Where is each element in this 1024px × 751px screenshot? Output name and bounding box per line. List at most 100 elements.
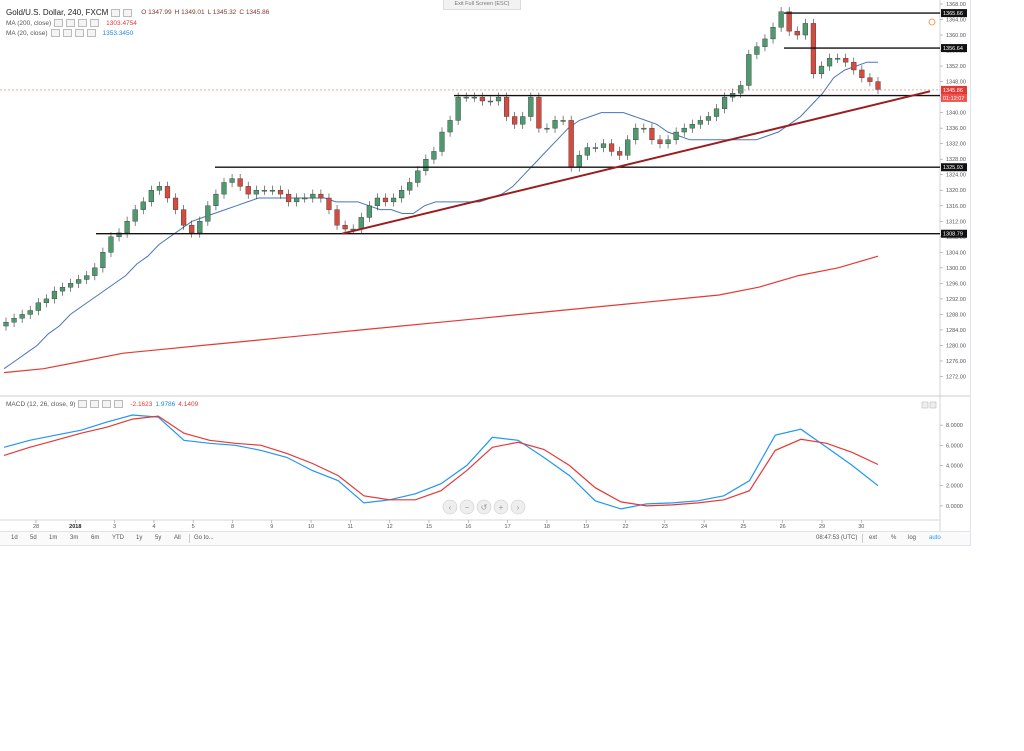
ma20-close-icon[interactable] xyxy=(74,29,84,37)
time-tick-label: 30 xyxy=(858,524,864,530)
candle-down xyxy=(649,127,655,141)
candle-up xyxy=(447,120,453,133)
range-5y-button[interactable]: 5y xyxy=(155,535,162,541)
range-1y-button[interactable]: 1y xyxy=(136,535,143,541)
time-tick-label: 28 xyxy=(33,524,39,530)
range-ytd-button[interactable]: YTD xyxy=(112,535,124,541)
macd-line-value: 1.9786 xyxy=(155,400,176,408)
macd-signal-value: 4.1409 xyxy=(178,400,199,408)
pane-settings-icon[interactable] xyxy=(921,401,929,409)
candle-up xyxy=(100,252,106,269)
macd-line xyxy=(3,414,879,510)
price-tick-label: 1320.00 xyxy=(946,188,966,194)
pane-maximize-icon[interactable] xyxy=(929,401,937,409)
exit-fullscreen-button[interactable]: Exit Full Screen (ESC) xyxy=(443,0,521,10)
range-1m-button[interactable]: 1m xyxy=(49,535,58,541)
candle-down xyxy=(334,209,340,226)
legend-settings-icon[interactable] xyxy=(111,8,121,17)
candle-up xyxy=(528,96,534,117)
candle-down xyxy=(318,193,324,199)
ma200-close-icon[interactable] xyxy=(78,19,88,27)
range-all-button[interactable]: All xyxy=(174,535,181,541)
time-tick-label: 22 xyxy=(622,524,628,530)
alert-clock-icon[interactable] xyxy=(928,18,936,26)
range-6m-button[interactable]: 6m xyxy=(91,535,100,541)
ma20-settings-icon[interactable] xyxy=(62,29,72,37)
price-tick-label: 1304.00 xyxy=(946,250,966,256)
candle-up xyxy=(132,209,138,222)
candle-up xyxy=(197,221,203,234)
time-tick-label: 12 xyxy=(387,524,393,530)
auto-scale-toggle[interactable]: auto xyxy=(929,535,941,541)
time-tick-label: 19 xyxy=(583,524,589,530)
time-tick-label: 17 xyxy=(505,524,511,530)
price-tick-label: 1292.00 xyxy=(946,297,966,303)
candle-up xyxy=(697,120,703,125)
candle-down xyxy=(382,197,389,203)
time-tick-label: 26 xyxy=(780,524,786,530)
price-chart[interactable]: 1272.001276.001280.001284.001288.001292.… xyxy=(0,0,970,531)
range-5d-button[interactable]: 5d xyxy=(30,535,37,541)
candle-down xyxy=(503,96,510,117)
ohlc-low: L 1345.32 xyxy=(207,9,237,16)
macd-more-icon[interactable] xyxy=(114,400,124,408)
candle-up xyxy=(221,182,227,195)
macd-eye-icon[interactable] xyxy=(78,400,88,408)
ma200-label[interactable]: MA (200, close) xyxy=(6,19,52,27)
time-tick-label: 8 xyxy=(231,524,234,530)
candle-up xyxy=(415,170,421,183)
ma200-eye-icon[interactable] xyxy=(54,19,64,27)
macd-settings-icon[interactable] xyxy=(90,400,100,408)
legend-hide-icon[interactable] xyxy=(123,8,133,17)
time-tick-label: 5 xyxy=(192,524,195,530)
candle-up xyxy=(463,96,469,99)
candle-down xyxy=(172,197,179,210)
ma20-more-icon[interactable] xyxy=(86,29,96,37)
extended-hours-toggle[interactable]: ext xyxy=(869,535,878,541)
symbol-title[interactable]: Gold/U.S. Dollar, 240, FXCM xyxy=(6,8,109,17)
ma200-settings-icon[interactable] xyxy=(66,19,76,27)
percent-scale-toggle[interactable]: % xyxy=(891,535,897,541)
ma200-more-icon[interactable] xyxy=(90,19,100,27)
time-tick-label: 4 xyxy=(152,524,155,530)
macd-tick-label: 2.0000 xyxy=(946,484,963,490)
macd-tick-label: 8.0000 xyxy=(946,423,963,429)
goto-date-button[interactable]: Go to... xyxy=(194,535,214,541)
candle-up xyxy=(124,221,130,234)
candle-up xyxy=(229,178,235,183)
candle-up xyxy=(826,58,833,67)
last-price-label: 1345.86 xyxy=(943,88,963,94)
level-label: 1356.64 xyxy=(943,46,963,52)
ma200-legend: MA (200, close) 1303.4754 xyxy=(6,19,137,27)
log-scale-toggle[interactable]: log xyxy=(908,535,917,541)
scroll-right-icon[interactable] xyxy=(510,499,526,515)
reset-view-icon[interactable] xyxy=(476,499,492,515)
horizontal-levels-group: 1365.661356.641344.391325.931308.791345.… xyxy=(0,9,967,238)
zoom-out-icon[interactable] xyxy=(459,499,475,515)
zoom-in-icon[interactable] xyxy=(493,499,509,515)
scroll-left-icon[interactable] xyxy=(442,499,458,515)
candle-up xyxy=(455,96,461,121)
ma20-eye-icon[interactable] xyxy=(50,29,60,37)
range-3m-button[interactable]: 3m xyxy=(70,535,79,541)
candle-down xyxy=(843,58,849,63)
ma20-label[interactable]: MA (20, close) xyxy=(6,29,48,37)
candle-down xyxy=(794,30,800,36)
macd-label[interactable]: MACD (12, 26, close, 9) xyxy=(6,400,76,408)
time-tick-label: 16 xyxy=(465,524,471,530)
price-tick-label: 1332.00 xyxy=(946,142,966,148)
candle-up xyxy=(423,158,429,172)
candle-up xyxy=(544,127,550,130)
ohlc-open: O 1347.99 xyxy=(141,9,172,16)
candle-up xyxy=(625,139,631,156)
scroll-left-glyph: ‹ xyxy=(449,503,452,512)
candle-up xyxy=(471,96,477,99)
range-1d-button[interactable]: 1d xyxy=(11,535,18,541)
chart-navigation: ‹ − ↺ + › xyxy=(442,499,526,515)
macd-close-icon[interactable] xyxy=(102,400,112,408)
time-tick-label: 10 xyxy=(308,524,314,530)
candle-up xyxy=(116,232,122,237)
price-tick-label: 1284.00 xyxy=(946,328,966,334)
time-tick-label: 25 xyxy=(740,524,746,530)
utc-clock[interactable]: 08:47:53 (UTC) xyxy=(816,535,858,541)
